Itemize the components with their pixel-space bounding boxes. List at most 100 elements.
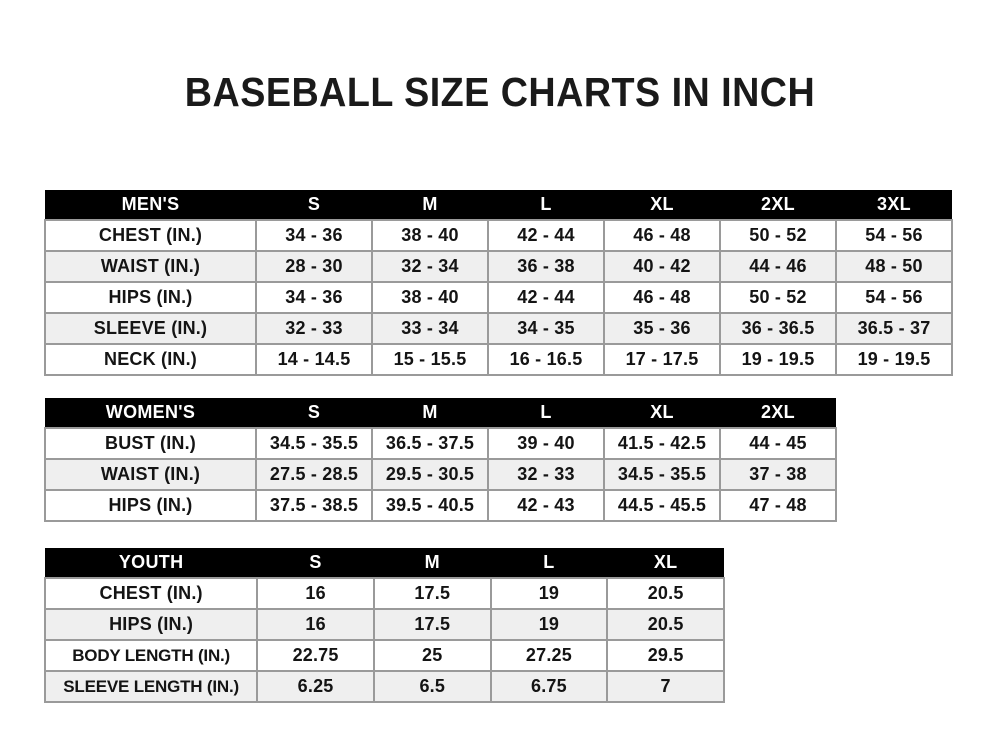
youth-category-header: YOUTH [45, 548, 258, 578]
womens-size-chart: WOMEN'S S M L XL 2XL BUST (IN.) 34.5 - 35.5 36.5… [44, 398, 837, 522]
mens-size-header-s: S [256, 190, 372, 220]
measurement-label: NECK (IN.) [44, 344, 257, 376]
measurement-value: 46 - 48 [604, 282, 721, 314]
youth-size-header-s: S [257, 548, 374, 578]
youth-header-row: YOUTH S M L XL [45, 548, 724, 578]
measurement-value: 36.5 - 37 [836, 313, 953, 345]
measurement-value: 33 - 34 [372, 313, 489, 345]
measurement-value: 29.5 - 30.5 [372, 459, 489, 491]
measurement-value: 39 - 40 [488, 427, 605, 460]
measurement-value: 27.5 - 28.5 [256, 459, 373, 491]
measurement-label: WAIST (IN.) [44, 459, 257, 491]
table-row: HIPS (IN.) 34 - 36 38 - 40 42 - 44 46 - 48 50… [44, 282, 953, 314]
measurement-value: 39.5 - 40.5 [372, 490, 489, 522]
table-row: WAIST (IN.) 27.5 - 28.5 29.5 - 30.5 32 - 33… [44, 459, 837, 491]
table-row: HIPS (IN.) 16 17.5 19 20.5 [43, 609, 725, 641]
table-row: CHEST (IN.) 16 17.5 19 20.5 [43, 577, 725, 610]
measurement-value: 38 - 40 [372, 282, 489, 314]
measurement-value: 37.5 - 38.5 [256, 490, 373, 522]
table-row: HIPS (IN.) 37.5 - 38.5 39.5 - 40.5 42 - 43 4… [44, 490, 837, 522]
mens-size-header-3xl: 3XL [836, 190, 952, 220]
measurement-value: 32 - 34 [372, 251, 489, 283]
measurement-value: 27.25 [490, 640, 609, 672]
measurement-label: CHEST (IN.) [44, 219, 257, 252]
measurement-value: 32 - 33 [488, 459, 605, 491]
measurement-value: 15 - 15.5 [372, 344, 489, 376]
womens-header-row: WOMEN'S S M L XL 2XL [45, 398, 836, 428]
measurement-value: 48 - 50 [836, 251, 953, 283]
measurement-value: 16 [257, 609, 375, 641]
measurement-value: 20.5 [607, 577, 725, 610]
measurement-value: 35 - 36 [604, 313, 721, 345]
measurement-value: 34.5 - 35.5 [604, 459, 721, 491]
measurement-value: 44 - 45 [720, 427, 837, 460]
measurement-value: 42 - 44 [488, 219, 605, 252]
measurement-value: 28 - 30 [256, 251, 373, 283]
measurement-value: 19 [490, 577, 609, 610]
measurement-label: BODY LENGTH (IN.) [43, 640, 259, 672]
mens-table: MEN'S S M L XL 2XL 3XL CHEST (IN.) 34 - 36 38 - 4… [44, 190, 953, 376]
measurement-value: 19 - 19.5 [836, 344, 953, 376]
youth-size-header-m: M [373, 548, 491, 578]
measurement-value: 37 - 38 [720, 459, 837, 491]
youth-size-chart: YOUTH S M L XL CHEST (IN.) 16 17.5 19 20.5 HIPS (I… [43, 548, 725, 703]
womens-size-header-s: S [256, 398, 372, 428]
measurement-value: 40 - 42 [604, 251, 721, 283]
measurement-value: 17.5 [373, 609, 492, 641]
measurement-value: 19 - 19.5 [720, 344, 837, 376]
measurement-value: 42 - 43 [488, 490, 605, 522]
table-row: SLEEVE (IN.) 32 - 33 33 - 34 34 - 35 35 - 36… [44, 313, 953, 345]
measurement-value: 19 [490, 609, 609, 641]
measurement-value: 32 - 33 [256, 313, 373, 345]
womens-size-header-l: L [488, 398, 604, 428]
youth-size-header-xl: XL [607, 548, 724, 578]
measurement-value: 34 - 36 [256, 219, 373, 252]
measurement-value: 25 [373, 640, 492, 672]
measurement-label: HIPS (IN.) [43, 609, 259, 641]
measurement-value: 17.5 [373, 577, 492, 610]
measurement-value: 34 - 35 [488, 313, 605, 345]
womens-size-header-2xl: 2XL [720, 398, 836, 428]
measurement-value: 36.5 - 37.5 [372, 427, 489, 460]
mens-size-header-2xl: 2XL [720, 190, 836, 220]
measurement-value: 50 - 52 [720, 219, 837, 252]
table-row: BUST (IN.) 34.5 - 35.5 36.5 - 37.5 39 - 40 4… [44, 427, 837, 460]
page-title: BASEBALL SIZE CHARTS IN INCH [184, 69, 816, 115]
youth-table: YOUTH S M L XL CHEST (IN.) 16 17.5 19 20.5 HIPS (I… [43, 548, 725, 703]
womens-size-header-xl: XL [604, 398, 720, 428]
measurement-value: 16 - 16.5 [488, 344, 605, 376]
measurement-label: BUST (IN.) [44, 427, 257, 460]
measurement-value: 46 - 48 [604, 219, 721, 252]
measurement-value: 44 - 46 [720, 251, 837, 283]
measurement-value: 54 - 56 [836, 219, 953, 252]
measurement-value: 44.5 - 45.5 [604, 490, 721, 522]
measurement-value: 50 - 52 [720, 282, 837, 314]
womens-size-header-m: M [372, 398, 488, 428]
table-row: NECK (IN.) 14 - 14.5 15 - 15.5 16 - 16.5 17 … [44, 344, 953, 376]
measurement-label: HIPS (IN.) [44, 282, 257, 314]
measurement-value: 6.25 [257, 671, 375, 703]
measurement-value: 34 - 36 [256, 282, 373, 314]
measurement-value: 36 - 38 [488, 251, 605, 283]
measurement-value: 54 - 56 [836, 282, 953, 314]
table-row: WAIST (IN.) 28 - 30 32 - 34 36 - 38 40 - 42 4… [44, 251, 953, 283]
mens-header-row: MEN'S S M L XL 2XL 3XL [45, 190, 952, 220]
mens-category-header: MEN'S [45, 190, 256, 220]
measurement-value: 14 - 14.5 [256, 344, 373, 376]
mens-size-chart: MEN'S S M L XL 2XL 3XL CHEST (IN.) 34 - 36 38 - 4… [44, 190, 953, 376]
measurement-value: 42 - 44 [488, 282, 605, 314]
measurement-value: 38 - 40 [372, 219, 489, 252]
measurement-value: 34.5 - 35.5 [256, 427, 373, 460]
mens-size-header-l: L [488, 190, 604, 220]
measurement-label: SLEEVE (IN.) [44, 313, 257, 345]
measurement-value: 36 - 36.5 [720, 313, 837, 345]
measurement-label: SLEEVE LENGTH (IN.) [43, 671, 259, 703]
womens-category-header: WOMEN'S [45, 398, 256, 428]
mens-size-header-xl: XL [604, 190, 720, 220]
measurement-label: WAIST (IN.) [44, 251, 257, 283]
mens-size-header-m: M [372, 190, 488, 220]
measurement-value: 47 - 48 [720, 490, 837, 522]
measurement-value: 7 [607, 671, 725, 703]
measurement-value: 6.75 [490, 671, 609, 703]
